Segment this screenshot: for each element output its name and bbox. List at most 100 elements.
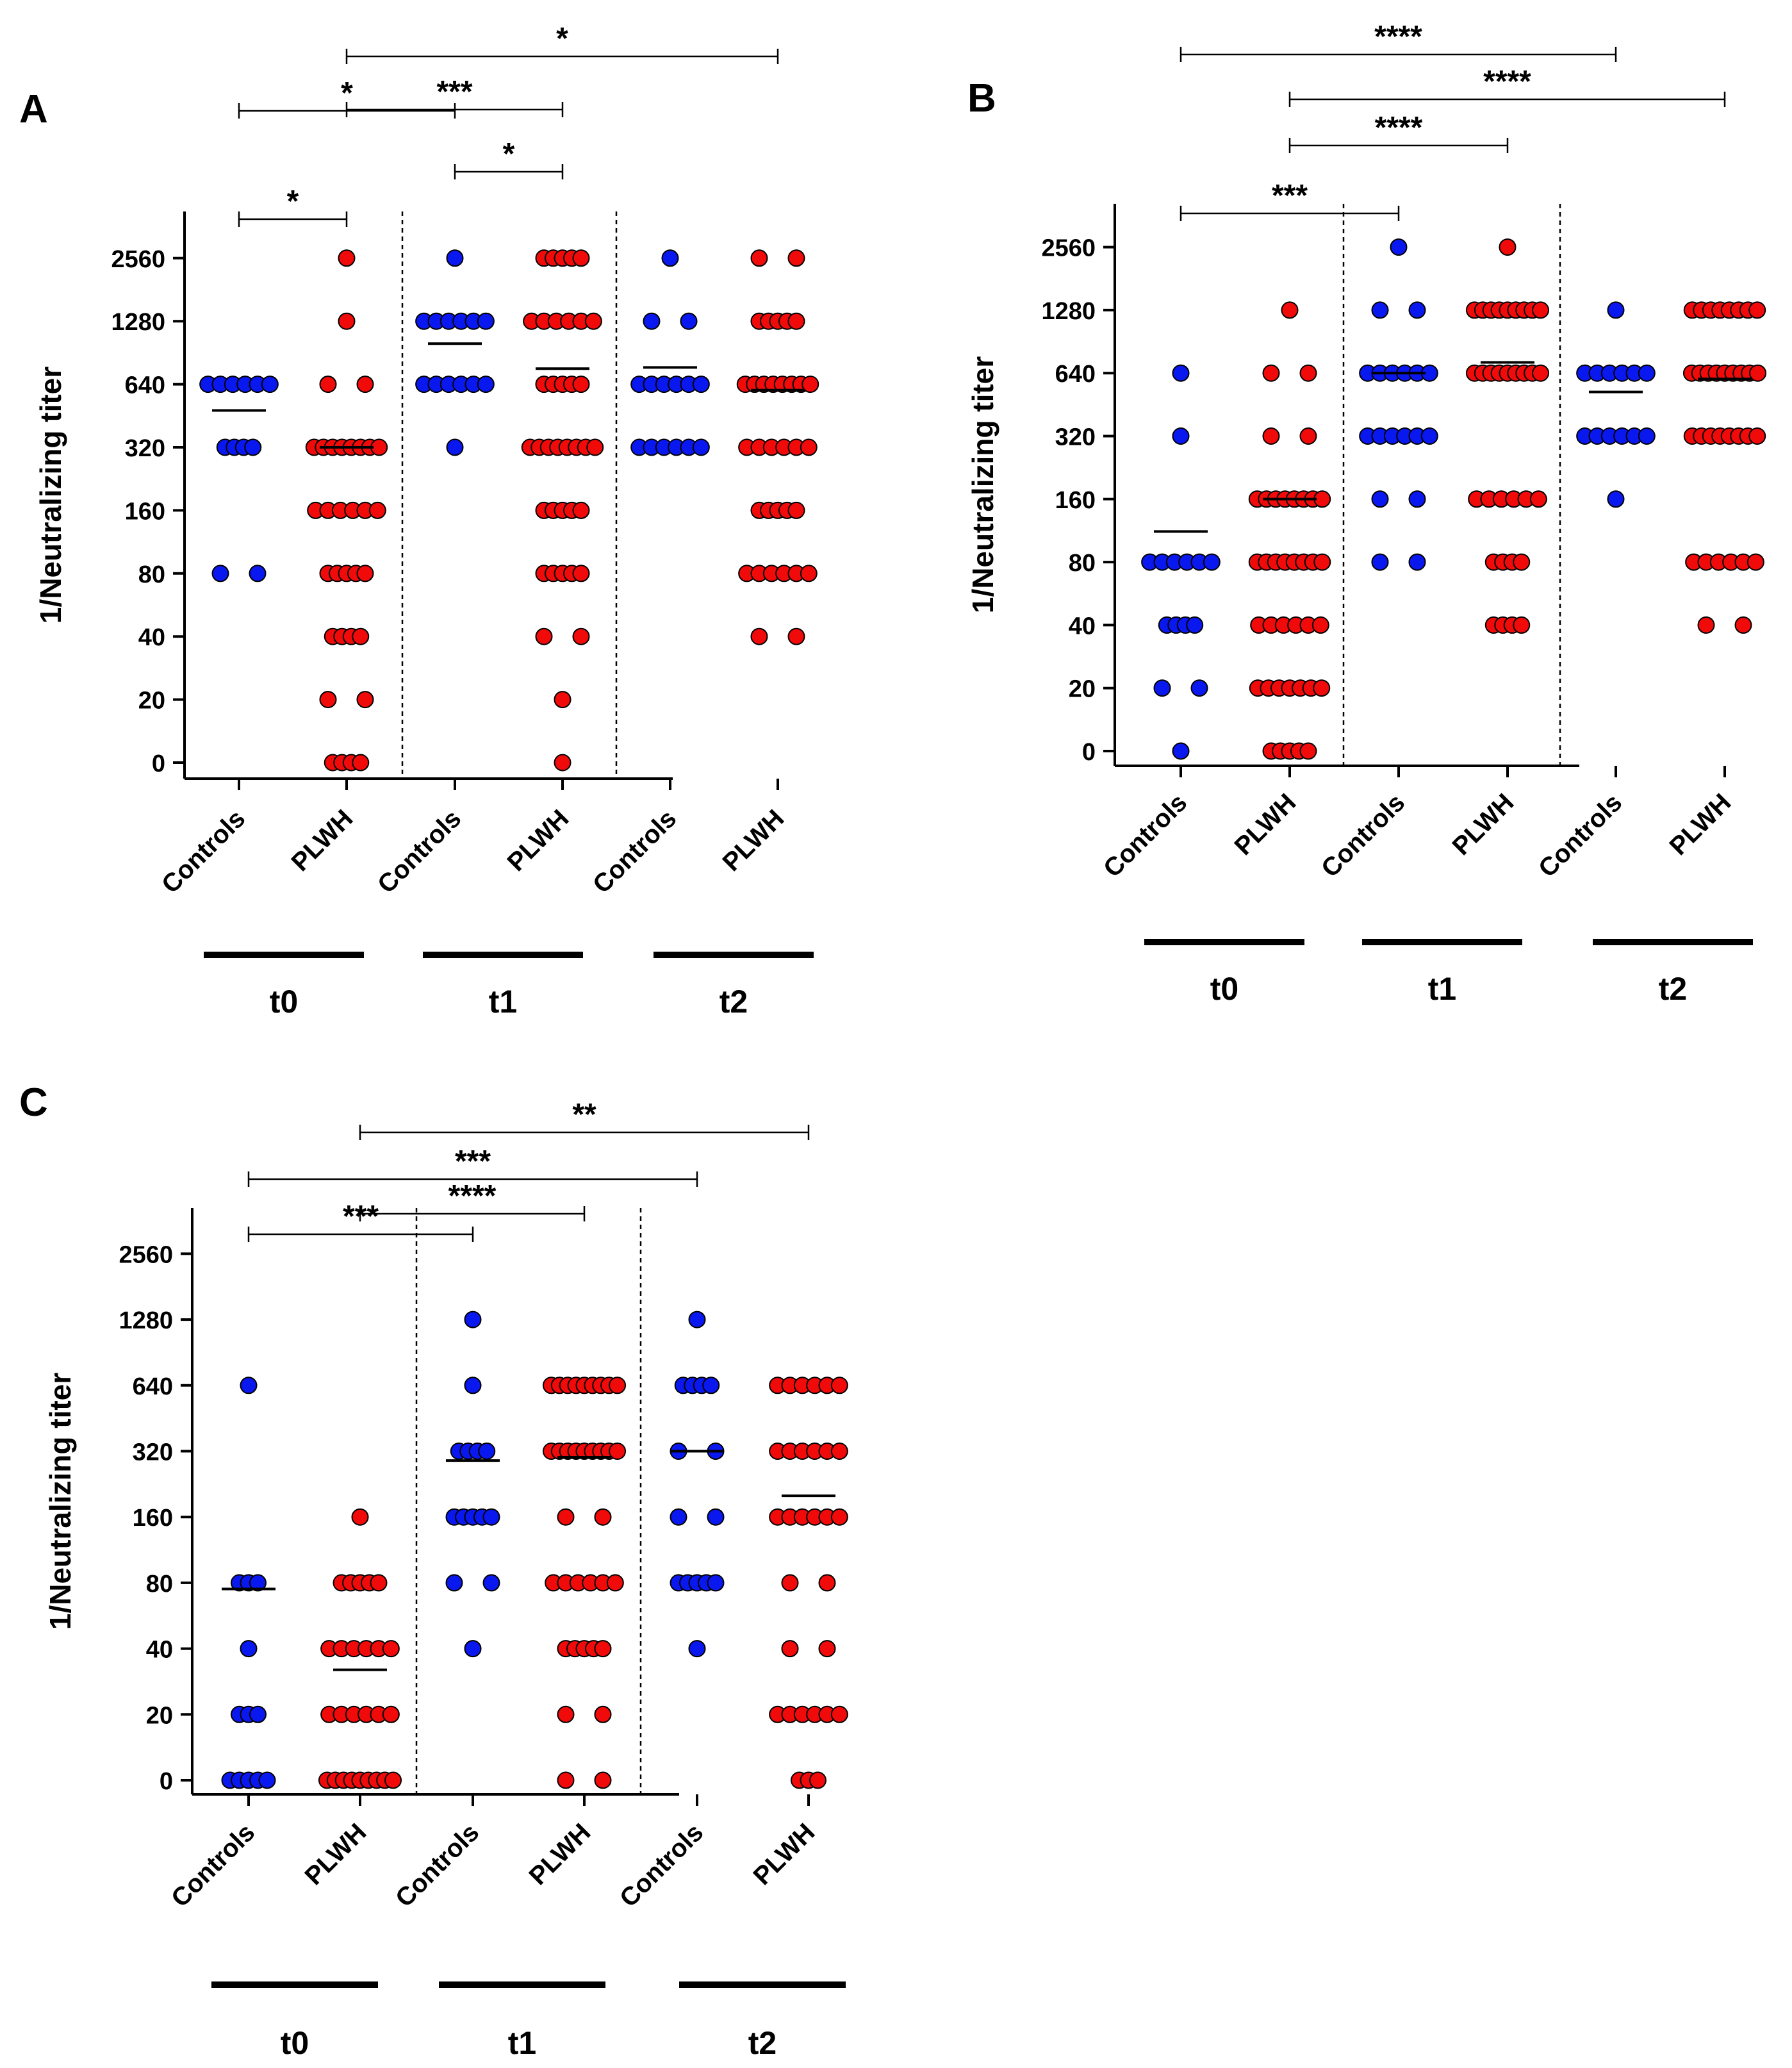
data-point xyxy=(830,1377,848,1394)
data-point xyxy=(1499,238,1517,256)
x-category-label: PLWH xyxy=(1447,788,1520,861)
x-category-label: Controls xyxy=(1533,788,1627,882)
data-point xyxy=(750,627,768,645)
data-point xyxy=(244,438,262,456)
y-tick-label: 1280 xyxy=(111,309,165,336)
data-point xyxy=(830,1443,848,1460)
data-point xyxy=(1172,364,1190,382)
data-point xyxy=(554,691,571,709)
data-point xyxy=(384,1771,402,1789)
y-tick-label: 160 xyxy=(1055,487,1096,514)
data-point xyxy=(1748,427,1766,445)
y-tick-label: 80 xyxy=(146,1571,173,1598)
data-point xyxy=(1638,364,1656,382)
significance-label: *** xyxy=(1272,179,1308,213)
x-category-label: Controls xyxy=(1098,788,1192,882)
data-point xyxy=(594,1705,612,1723)
data-point xyxy=(478,1443,496,1460)
y-tick-label: 40 xyxy=(138,624,165,651)
x-category-label: Controls xyxy=(166,1818,260,1912)
significance-label: **** xyxy=(1483,65,1531,99)
data-point xyxy=(1299,427,1317,445)
data-point xyxy=(572,565,590,583)
data-point xyxy=(338,312,356,330)
data-point xyxy=(818,1574,836,1592)
data-point xyxy=(688,1311,706,1328)
data-point xyxy=(382,1640,400,1658)
data-point xyxy=(572,376,590,393)
data-point xyxy=(1532,364,1550,382)
data-point xyxy=(249,565,267,583)
panel-letter-c: C xyxy=(19,1080,48,1125)
x-category-label: Controls xyxy=(614,1818,709,1912)
data-point xyxy=(1697,616,1715,634)
data-point xyxy=(692,376,710,393)
data-point xyxy=(1408,301,1426,319)
x-category-label: PLWH xyxy=(524,1818,596,1890)
x-category-label: PLWH xyxy=(1229,788,1302,861)
data-point xyxy=(261,376,279,393)
significance-label: **** xyxy=(448,1179,497,1213)
time-label: t1 xyxy=(1428,971,1456,1007)
data-point xyxy=(1299,364,1317,382)
data-point xyxy=(368,501,386,519)
data-point xyxy=(1607,301,1625,319)
data-point xyxy=(464,1377,482,1394)
data-point xyxy=(606,1574,624,1592)
data-point xyxy=(319,691,337,709)
x-category-label: PLWH xyxy=(748,1818,821,1890)
data-point xyxy=(356,565,374,583)
data-point xyxy=(1390,238,1408,256)
time-label: t2 xyxy=(719,984,748,1020)
data-point xyxy=(1281,301,1299,319)
y-tick-label: 80 xyxy=(138,561,165,588)
data-point xyxy=(446,438,464,456)
y-tick-label: 0 xyxy=(152,750,165,777)
data-point xyxy=(464,1311,482,1328)
data-point xyxy=(249,1705,267,1723)
y-tick-label: 20 xyxy=(146,1702,173,1729)
data-point xyxy=(1186,616,1204,634)
data-point xyxy=(477,312,495,330)
data-point xyxy=(319,376,337,393)
data-point xyxy=(554,754,571,772)
data-point xyxy=(1172,427,1190,445)
y-tick-label: 320 xyxy=(125,435,165,462)
data-point xyxy=(1172,742,1190,760)
data-point xyxy=(643,312,661,330)
data-point xyxy=(1638,427,1656,445)
y-tick-label: 40 xyxy=(1069,613,1096,640)
data-point xyxy=(661,249,679,267)
significance-label: * xyxy=(503,137,515,171)
data-point xyxy=(240,1640,258,1658)
data-point xyxy=(356,376,374,393)
x-category-label: PLWH xyxy=(1665,788,1737,861)
data-point xyxy=(781,1640,799,1658)
data-point xyxy=(787,312,805,330)
data-point xyxy=(594,1508,612,1526)
time-label: t2 xyxy=(1659,971,1687,1007)
data-point xyxy=(1371,301,1389,319)
data-point xyxy=(1262,427,1280,445)
data-point xyxy=(1371,553,1389,571)
panel-b: B 0 20 40 80 160 320 640 1280 2560 1/Neutralizing… xyxy=(891,0,1792,1038)
x-category-label: Controls xyxy=(588,804,682,898)
data-point xyxy=(787,627,805,645)
data-point xyxy=(1513,553,1531,571)
y-tick-label: 160 xyxy=(125,498,165,525)
significance-label: **** xyxy=(1375,111,1423,145)
y-tick-label: 0 xyxy=(160,1768,173,1795)
data-point xyxy=(680,312,698,330)
y-tick-label: 1280 xyxy=(1041,298,1096,325)
data-point xyxy=(692,438,710,456)
data-point xyxy=(1529,490,1547,508)
significance-label: ** xyxy=(572,1098,596,1132)
data-point xyxy=(1313,553,1331,571)
data-point xyxy=(707,1574,725,1592)
y-tick-label: 640 xyxy=(133,1373,173,1400)
time-label: t1 xyxy=(489,984,517,1020)
time-label: t0 xyxy=(1210,971,1238,1007)
data-point xyxy=(609,1443,627,1460)
x-category-label: Controls xyxy=(156,804,251,898)
panel-c: C 0 20 40 80 160 320 640 1280 2560 1/Neutralizing… xyxy=(0,1051,897,2068)
